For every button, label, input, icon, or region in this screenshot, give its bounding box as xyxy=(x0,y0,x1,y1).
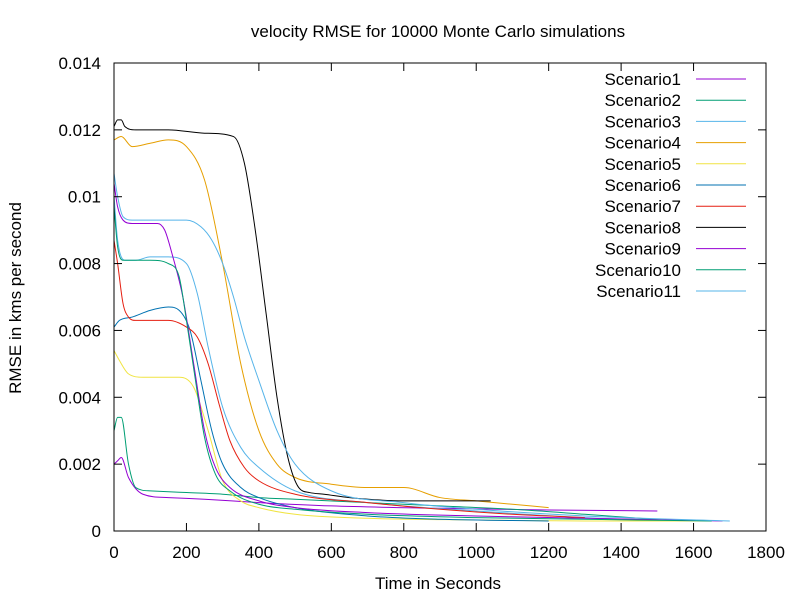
x-tick-label: 200 xyxy=(172,543,200,562)
legend-label: Scenario9 xyxy=(604,240,681,259)
x-tick-label: 0 xyxy=(109,543,118,562)
y-tick-label: 0.006 xyxy=(58,321,101,340)
y-tick-label: 0.004 xyxy=(58,388,101,407)
legend-label: Scenario4 xyxy=(604,134,681,153)
legend-label: Scenario3 xyxy=(604,112,681,131)
series-line-scenario11 xyxy=(113,173,730,522)
series-line-scenario10 xyxy=(113,206,712,522)
legend-label: Scenario7 xyxy=(604,197,681,216)
plot-frame xyxy=(113,62,767,532)
legend-label: Scenario10 xyxy=(595,261,681,280)
x-tick-label: 600 xyxy=(317,543,345,562)
series-line-scenario4 xyxy=(113,136,549,509)
x-tick-label: 1800 xyxy=(747,543,785,562)
y-tick-label: 0.012 xyxy=(58,121,101,140)
legend-label: Scenario5 xyxy=(604,155,681,174)
x-tick-label: 1200 xyxy=(530,543,568,562)
y-tick-label: 0 xyxy=(92,522,101,541)
legend: Scenario1 Scenario2 Scenario3 Scenario4 Scen… xyxy=(595,70,746,301)
x-axis-title: Time in Seconds xyxy=(375,574,501,593)
series-line-scenario5 xyxy=(113,350,712,522)
chart-title: velocity RMSE for 10000 Monte Carlo simu… xyxy=(251,22,625,41)
y-tick-label: 0.002 xyxy=(58,455,101,474)
series-line-scenario9 xyxy=(113,183,723,522)
legend-label: Scenario8 xyxy=(604,218,681,237)
legend-label: Scenario11 xyxy=(596,282,681,301)
series-line-scenario8 xyxy=(113,119,491,502)
legend-label: Scenario1 xyxy=(604,70,681,89)
legend-label: Scenario6 xyxy=(604,176,681,195)
y-tick-label: 0.008 xyxy=(58,255,101,274)
y-tick-label: 0.01 xyxy=(68,188,101,207)
x-tick-label: 400 xyxy=(245,543,273,562)
series-line-scenario7 xyxy=(113,240,585,519)
x-tick-label: 1000 xyxy=(457,543,495,562)
series-line-scenario1 xyxy=(113,456,658,512)
series-line-scenario3 xyxy=(113,196,676,522)
y-tick-label: 0.014 xyxy=(58,54,101,73)
y-axis-title: RMSE in kms per second xyxy=(6,202,25,394)
x-tick-label: 800 xyxy=(390,543,418,562)
series-line-scenario6 xyxy=(113,306,549,522)
axis-ticks: 0 200 400 600 800 1000 1200 1400 1600 1800 0 0.002 0… xyxy=(58,54,784,562)
x-tick-label: 1600 xyxy=(675,543,713,562)
series-lines xyxy=(113,119,730,522)
x-tick-label: 1400 xyxy=(602,543,640,562)
legend-label: Scenario2 xyxy=(604,91,681,110)
